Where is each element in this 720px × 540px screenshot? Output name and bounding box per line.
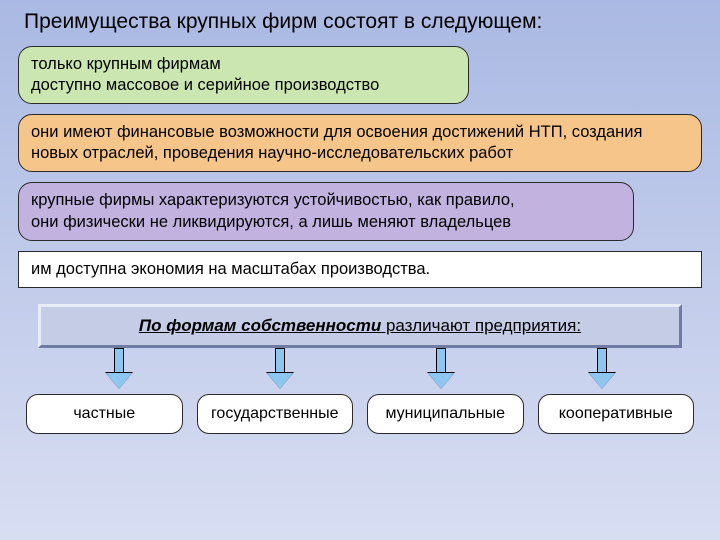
slide-title: Преимущества крупных фирм состоят в след… — [18, 10, 702, 34]
slide-canvas: Преимущества крупных фирм состоят в след… — [0, 0, 720, 540]
advantage-box-1: они имеют финансовые возможности для осв… — [18, 114, 702, 172]
down-arrow-icon — [106, 348, 132, 390]
advantage-box-0: только крупным фирмам доступно массовое … — [18, 46, 469, 104]
category-box-3: кооперативные — [538, 394, 695, 434]
advantage-boxes: только крупным фирмам доступно массовое … — [18, 46, 702, 288]
categories-row: частные государственные муниципальные коопе… — [18, 394, 702, 434]
category-box-0: частные — [26, 394, 183, 434]
down-arrow-icon — [589, 348, 615, 390]
arrows-row — [18, 348, 702, 394]
category-box-1: государственные — [197, 394, 354, 434]
subheading-box: По формам собственности различают предпр… — [38, 304, 682, 348]
down-arrow-icon — [428, 348, 454, 390]
down-arrow-icon — [267, 348, 293, 390]
subheading-emph: По формам собственности — [139, 316, 381, 335]
advantage-box-3: им доступна экономия на масштабах произв… — [18, 251, 702, 288]
advantage-box-2: крупные фирмы характеризуются устойчивос… — [18, 182, 634, 240]
category-box-2: муниципальные — [367, 394, 524, 434]
subheading-rest: различают предприятия: — [381, 316, 581, 335]
subheading-row: По формам собственности различают предпр… — [18, 304, 702, 348]
